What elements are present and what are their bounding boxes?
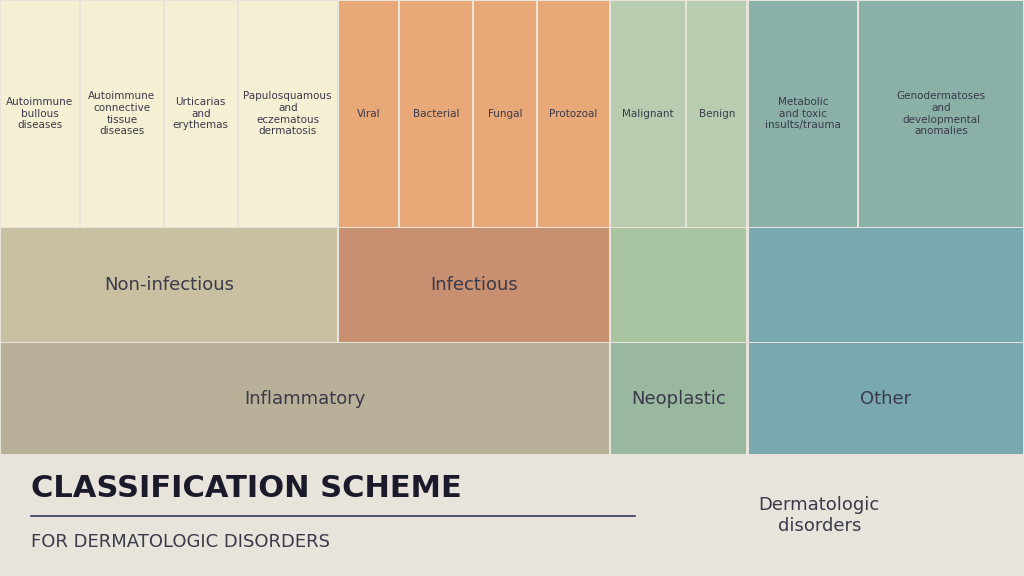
Bar (339, 1, 398, 227)
Bar (687, 1, 746, 227)
Text: Bacterial: Bacterial (413, 109, 460, 119)
Text: Dermatologic
disorders: Dermatologic disorders (759, 496, 880, 535)
Text: Genodermatoses
and
developmental
anomalies: Genodermatoses and developmental anomali… (896, 92, 986, 136)
Bar (611, 1, 685, 227)
Bar (749, 228, 1023, 342)
Bar (1, 1, 79, 227)
Text: Benign: Benign (698, 109, 735, 119)
Text: Autoimmune
bullous
diseases: Autoimmune bullous diseases (6, 97, 74, 130)
Text: Inflammatory: Inflammatory (245, 390, 366, 408)
Text: CLASSIFICATION SCHEME: CLASSIFICATION SCHEME (31, 475, 462, 503)
Bar (81, 1, 163, 227)
Bar (611, 228, 746, 342)
Text: Urticarias
and
erythemas: Urticarias and erythemas (173, 97, 228, 130)
Text: Protozoal: Protozoal (549, 109, 598, 119)
Text: Viral: Viral (356, 109, 381, 119)
Bar (0, 455, 1024, 576)
Text: Non-infectious: Non-infectious (104, 276, 233, 294)
Text: FOR DERMATOLOGIC DISORDERS: FOR DERMATOLOGIC DISORDERS (31, 533, 330, 551)
Bar (859, 1, 1023, 227)
Bar (165, 1, 237, 227)
Bar (611, 343, 746, 454)
Text: Malignant: Malignant (623, 109, 674, 119)
Text: Neoplastic: Neoplastic (632, 390, 726, 408)
Text: Papulosquamous
and
eczematous
dermatosis: Papulosquamous and eczematous dermatosis (244, 92, 332, 136)
Text: Fungal: Fungal (487, 109, 522, 119)
Bar (1, 228, 337, 342)
Bar (474, 1, 536, 227)
Bar (239, 1, 337, 227)
Bar (749, 1, 857, 227)
Text: Autoimmune
connective
tissue
diseases: Autoimmune connective tissue diseases (88, 92, 156, 136)
Text: Other: Other (860, 390, 911, 408)
Bar (339, 228, 609, 342)
Bar (400, 1, 472, 227)
Bar (1, 343, 609, 454)
Text: Metabolic
and toxic
insults/trauma: Metabolic and toxic insults/trauma (765, 97, 841, 130)
Bar (749, 343, 1023, 454)
Text: Infectious: Infectious (430, 276, 518, 294)
Bar (538, 1, 609, 227)
